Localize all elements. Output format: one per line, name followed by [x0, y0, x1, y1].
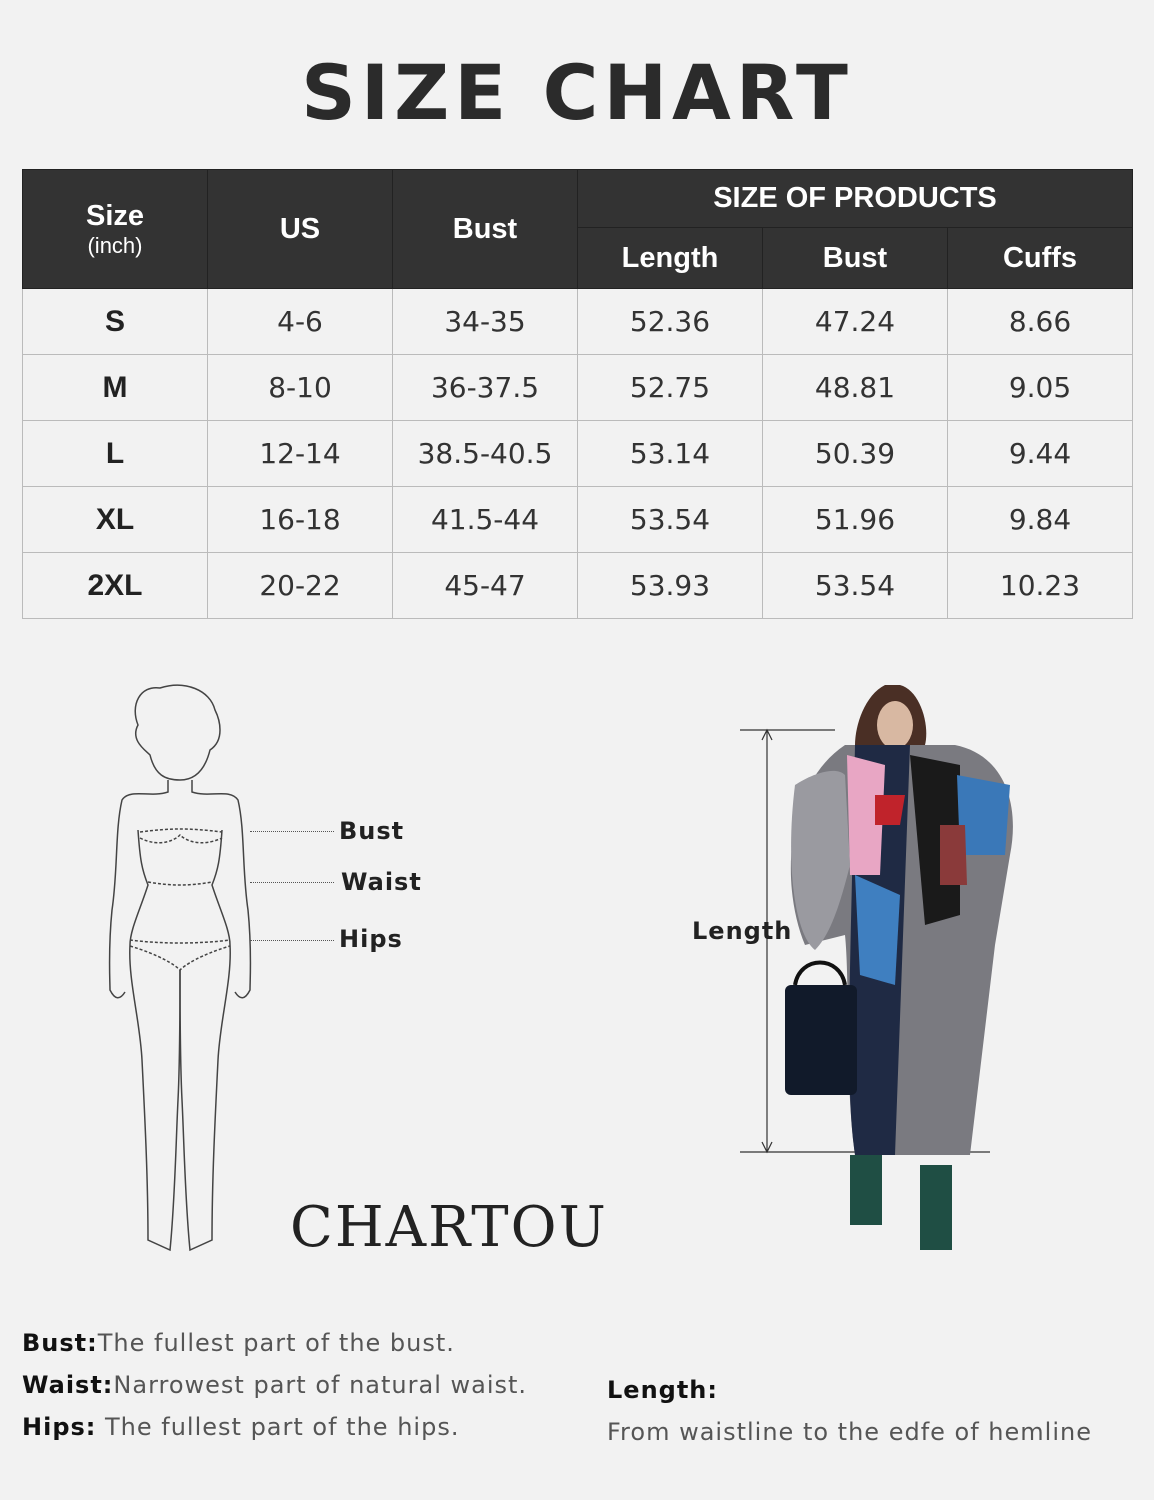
table-cell: 16-18 [207, 486, 393, 553]
bust-label: Bust [339, 817, 405, 845]
header-us: US [207, 169, 393, 289]
hips-label: Hips [339, 925, 403, 953]
table-cell: 2XL [22, 552, 208, 619]
header-size-of-products: SIZE OF PRODUCTS [577, 169, 1133, 228]
note-hips: Hips: The fullest part of the hips. [22, 1413, 460, 1441]
table-cell: 51.96 [762, 486, 948, 553]
page-title: SIZE CHART [301, 48, 853, 137]
length-label: Length [692, 917, 793, 945]
table-cell: 34-35 [392, 288, 578, 355]
note-bust: Bust:The fullest part of the bust. [22, 1329, 455, 1357]
coat-model-photo [740, 685, 1013, 1250]
header-product-bust: Bust [762, 227, 948, 289]
table-cell: 53.14 [577, 420, 763, 487]
header-cuffs: Cuffs [947, 227, 1133, 289]
table-row: L 12-14 38.5-40.5 53.14 50.39 9.44 [22, 420, 1133, 487]
table-cell: 8.66 [947, 288, 1133, 355]
table-cell: 20-22 [207, 552, 393, 619]
note-length-text: From waistline to the edfe of hemline [607, 1418, 1092, 1446]
table-cell: 12-14 [207, 420, 393, 487]
table-cell: L [22, 420, 208, 487]
header-size: Size (inch) [22, 169, 208, 289]
table-cell: 50.39 [762, 420, 948, 487]
waist-label: Waist [341, 868, 422, 896]
waist-leader-line [250, 882, 334, 883]
body-measure-notes: Bust:The fullest part of the bust. Waist… [22, 1322, 527, 1448]
table-cell: S [22, 288, 208, 355]
table-cell: 53.93 [577, 552, 763, 619]
table-row: XL 16-18 41.5-44 53.54 51.96 9.84 [22, 486, 1133, 553]
size-table: Size (inch) US Bust SIZE OF PRODUCTS Leng… [22, 169, 1133, 619]
header-length: Length [577, 227, 763, 289]
table-cell: 48.81 [762, 354, 948, 421]
table-cell: 36-37.5 [392, 354, 578, 421]
table-cell: 45-47 [392, 552, 578, 619]
table-cell: M [22, 354, 208, 421]
table-cell: 9.84 [947, 486, 1133, 553]
hips-leader-line [250, 940, 334, 941]
table-cell: 9.44 [947, 420, 1133, 487]
table-cell: 41.5-44 [392, 486, 578, 553]
bust-leader-line [250, 831, 334, 832]
brand-logo: CHARTOU [290, 1195, 608, 1260]
table-cell: XL [22, 486, 208, 553]
table-cell: 38.5-40.5 [392, 420, 578, 487]
table-cell: 9.05 [947, 354, 1133, 421]
table-cell: 47.24 [762, 288, 948, 355]
table-cell: 52.75 [577, 354, 763, 421]
table-row: M 8-10 36-37.5 52.75 48.81 9.05 [22, 354, 1133, 421]
table-cell: 53.54 [762, 552, 948, 619]
table-row: 2XL 20-22 45-47 53.93 53.54 10.23 [22, 552, 1133, 619]
table-row: S 4-6 34-35 52.36 47.24 8.66 [22, 288, 1133, 355]
table-cell: 52.36 [577, 288, 763, 355]
table-cell: 10.23 [947, 552, 1133, 619]
header-bust: Bust [392, 169, 578, 289]
table-cell: 53.54 [577, 486, 763, 553]
note-waist: Waist:Narrowest part of natural waist. [22, 1371, 528, 1399]
note-length-term: Length: [607, 1376, 718, 1404]
body-outline-illustration [108, 684, 252, 1252]
table-cell: 4-6 [207, 288, 393, 355]
length-note: Length: From waistline to the edfe of he… [607, 1369, 1092, 1453]
table-cell: 8-10 [207, 354, 393, 421]
